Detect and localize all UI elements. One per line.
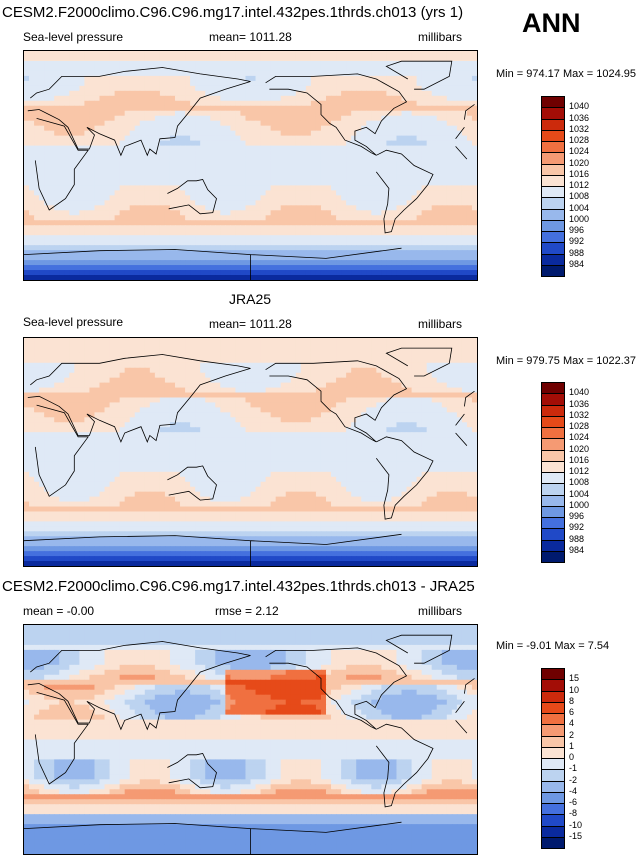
panel2-units-label: millibars [418,317,463,331]
colorbar-label: 4 [569,718,575,729]
colorbar-label: 2 [569,729,575,740]
colorbar-label: 1000 [569,213,590,224]
contour-field [24,51,477,280]
colorbar-label: 984 [569,258,585,269]
colorbar-label: -8 [569,808,578,819]
colorbar-label: -4 [569,785,578,796]
colorbar-label: -1 [569,763,578,774]
panel1-mean-label: mean= 1011.28 [209,30,292,44]
panel3-units-label: millibars [418,604,463,618]
colorbar-label: 1008 [569,477,590,488]
coastlines [24,60,475,280]
colorbar-label: 0 [569,752,575,762]
panel1-units-label: millibars [418,30,463,44]
colorbar-label: 10 [569,684,580,695]
colorbar-swatch [541,550,565,563]
colorbar-label: 1036 [569,112,590,123]
colorbar-label: 1020 [569,443,590,454]
panel3-map [23,624,478,855]
panel3-mean-label: mean = -0.00 [23,604,95,618]
colorbar-label: 992 [569,522,585,533]
panel3-rmse-label: rmse = 2.12 [215,604,279,618]
colorbar-label: 1020 [569,157,590,168]
colorbar-label: 1040 [569,101,590,112]
panel2-map [23,337,478,567]
panel2-minmax: Min = 979.75 Max = 1022.37 [496,355,637,367]
colorbar-label: 1004 [569,488,590,499]
colorbar-label: -6 [569,797,578,807]
panel3-title: CESM2.F2000climo.C96.C96.mg17.intel.432p… [2,578,475,595]
panel1-colorbar: 1040 1036 1032 1028 1024 1020 1016 1012 1008 1004… [541,96,589,277]
panel3-minmax: Min = -9.01 Max = 7.54 [496,640,610,652]
colorbar-label: 996 [569,225,585,235]
panel1-minmax: Min = 974.17 Max = 1024.95 [496,68,637,80]
colorbar-label: 1028 [569,421,590,431]
panel2-variable-label: Sea-level pressure [23,315,124,329]
colorbar-label: 992 [569,236,585,247]
contour-field [24,338,477,566]
colorbar-label: 1008 [569,191,590,202]
panel1-variable-label: Sea-level pressure [23,30,124,44]
panel3-colorbar: 15 10 8 6 4 2 1 0 -1 -2 -4 -6 -8 -10 -15 [541,668,582,849]
contour-field [24,625,477,854]
colorbar-swatch [541,836,565,849]
colorbar-label: 1016 [569,454,590,465]
colorbar-label: 1036 [569,398,590,409]
colorbar-label: 1012 [569,180,590,190]
colorbar-label: 15 [569,673,580,684]
colorbar-label: -10 [569,819,583,830]
colorbar-label: 1024 [569,432,590,443]
colorbar-label: 1028 [569,135,590,145]
panel1-title: CESM2.F2000climo.C96.C96.mg17.intel.432p… [2,4,464,21]
colorbar-label: 1016 [569,168,590,179]
colorbar-label: 988 [569,533,585,544]
colorbar-label: 984 [569,544,585,555]
season-label: ANN [522,8,581,38]
colorbar-label: 1012 [569,466,590,476]
panel2-mean-label: mean= 1011.28 [209,317,292,331]
coastlines [24,634,475,854]
colorbar-label: 988 [569,247,585,258]
colorbar-label: 1032 [569,409,590,420]
colorbar-label: 1004 [569,202,590,213]
colorbar-label: 1032 [569,123,590,134]
coastlines [24,347,475,566]
colorbar-label: 8 [569,695,575,706]
panel1-map [23,50,478,281]
colorbar-label: 6 [569,707,575,717]
colorbar-label: 1024 [569,146,590,157]
colorbar-label: 1 [569,740,575,751]
colorbar-label: 996 [569,511,585,521]
colorbar-label: 1040 [569,387,590,398]
colorbar-label: -2 [569,774,578,785]
colorbar-label: -15 [569,830,583,841]
colorbar-label: 1000 [569,499,590,510]
colorbar-swatch [541,264,565,277]
panel2-colorbar: 1040 1036 1032 1028 1024 1020 1016 1012 1008 1004… [541,382,589,563]
panel2-title: JRA25 [229,291,272,307]
